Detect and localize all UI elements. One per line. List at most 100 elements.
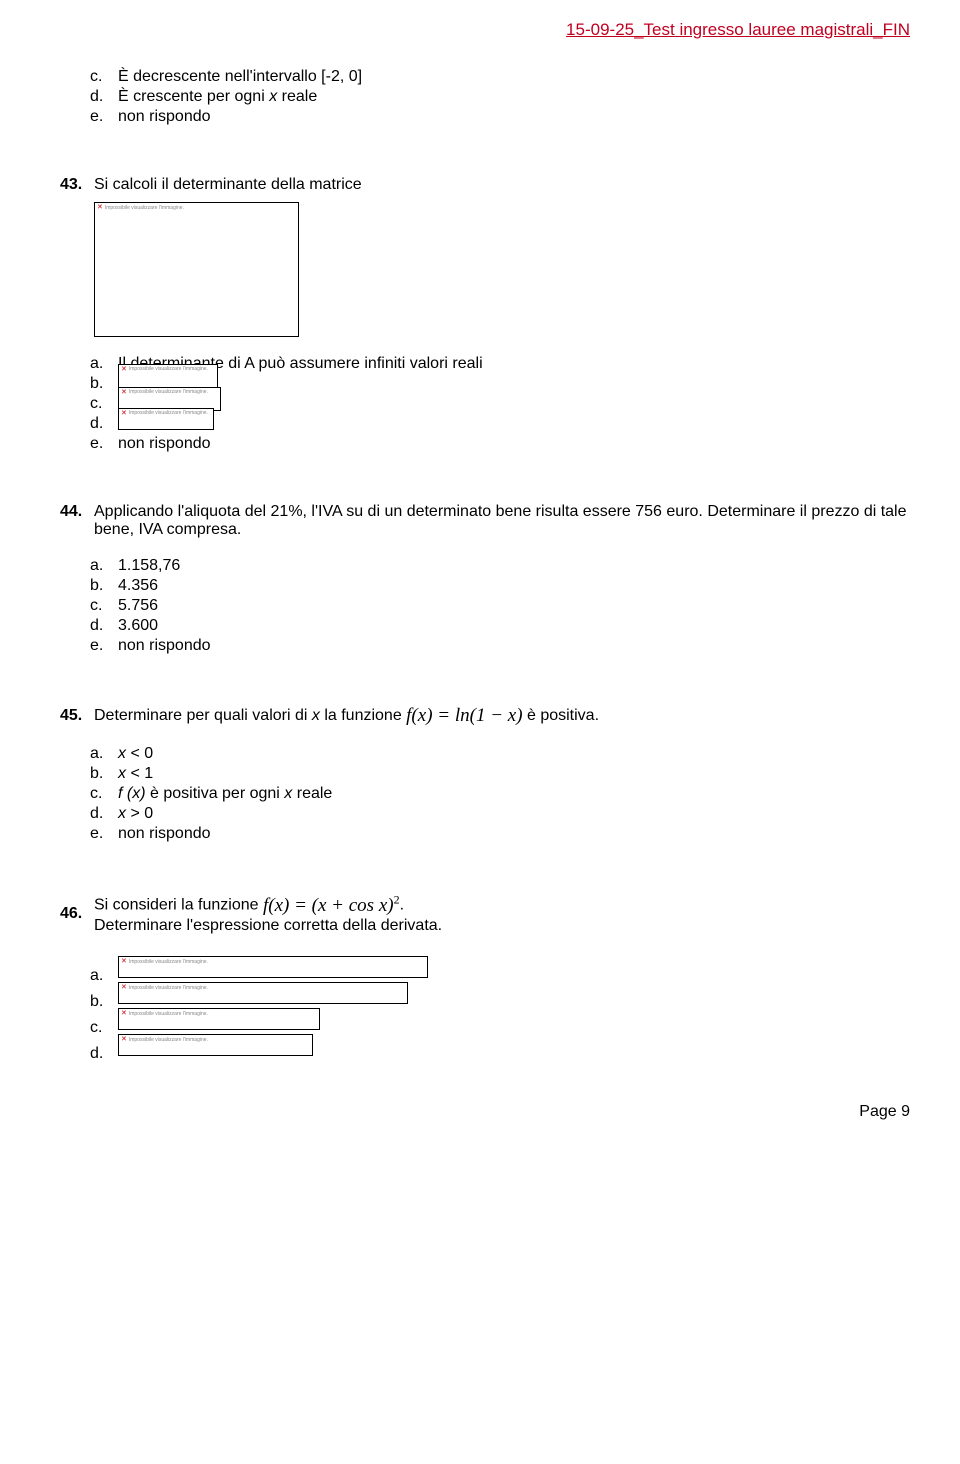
opt-text: x > 0 [118, 805, 910, 823]
var: x [118, 765, 126, 782]
q46-formula: f(x) = (x + cos x)2 [263, 895, 400, 916]
q46-formula-base: f(x) = (x + cos x) [263, 895, 394, 916]
q45-formula: f(x) = ln(1 − x) [406, 705, 522, 726]
opt-text: non rispondo [118, 825, 910, 843]
q46-post: . [400, 896, 404, 913]
opt-letter: b. [90, 993, 118, 1011]
x-icon: ✕ [121, 366, 127, 373]
q44-options: a. 1.158,76 b. 4.356 c. 5.756 d. 3.600 e… [90, 557, 910, 655]
opt-letter: b. [90, 375, 118, 393]
opt-letter: b. [90, 765, 118, 783]
opt-letter: b. [90, 577, 118, 595]
x-icon: ✕ [121, 389, 127, 396]
q-text: Determinare per quali valori di x la fun… [94, 705, 910, 727]
q44: 44. Applicando l'aliquota del 21%, l'IVA… [60, 503, 910, 655]
q-num: 44. [60, 503, 94, 521]
opt-letter: d. [90, 88, 118, 106]
opt-letter: e. [90, 435, 118, 453]
opt-a: a. x < 0 [90, 745, 910, 763]
opt-text: ✕Impossibile visualizzare l'immagine. [118, 375, 910, 393]
opt-text: x < 1 [118, 765, 910, 783]
opt-letter: d. [90, 415, 118, 433]
q45-pre: Determinare per quali valori di [94, 707, 312, 724]
opt-text: non rispondo [118, 435, 910, 453]
opt-text: ✕Impossibile visualizzare l'immagine. [118, 1045, 910, 1063]
opt-e: e. non rispondo [90, 435, 910, 453]
q45-var: x [312, 707, 320, 724]
c-mid: è positiva per ogni [146, 785, 285, 802]
opt-d: d. 3.600 [90, 617, 910, 635]
q-text: Si consideri la funzione f(x) = (x + cos… [94, 893, 910, 935]
q46-opt-d-image-placeholder: ✕Impossibile visualizzare l'immagine. [118, 1034, 313, 1056]
q45: 45. Determinare per quali valori di x la… [60, 705, 910, 843]
q-num: 45. [60, 707, 94, 725]
q46: 46. Si consideri la funzione f(x) = (x +… [60, 893, 910, 1063]
opt-letter: e. [90, 825, 118, 843]
opt-letter: a. [90, 557, 118, 575]
opt-text: non rispondo [118, 108, 910, 126]
opt-letter: d. [90, 617, 118, 635]
q-text: Applicando l'aliquota del 21%, l'IVA su … [94, 503, 910, 539]
q46-stem: 46. Si consideri la funzione f(x) = (x +… [60, 893, 910, 935]
x-icon: ✕ [97, 204, 103, 211]
opt-text: 3.600 [118, 617, 910, 635]
q43-stem: 43. Si calcoli il determinante della mat… [60, 176, 910, 194]
img-missing-text: Impossibile visualizzare l'immagine. [105, 205, 184, 211]
opt-e: e. non rispondo [90, 825, 910, 843]
rest: < 0 [126, 745, 153, 762]
opt-text: È crescente per ogni x reale [118, 88, 910, 106]
opt-c: c. È decrescente nell'intervallo [-2, 0] [90, 68, 910, 86]
c-pre: f (x) [118, 785, 146, 802]
opt-d: d. ✕Impossibile visualizzare l'immagine. [90, 415, 910, 433]
opt-letter: a. [90, 967, 118, 985]
opt-text: 4.356 [118, 577, 910, 595]
opt-d: d. ✕Impossibile visualizzare l'immagine. [90, 1045, 910, 1063]
c-post: reale [292, 785, 332, 802]
q43-matrix-image-placeholder: ✕Impossibile visualizzare l'immagine. [94, 202, 299, 337]
opt-letter: c. [90, 785, 118, 803]
opt-c: c. f (x) è positiva per ogni x reale [90, 785, 910, 803]
opt-d-pre: È crescente per ogni [118, 88, 269, 105]
img-missing-label: ✕Impossibile visualizzare l'immagine. [121, 366, 208, 373]
opt-letter: c. [90, 395, 118, 413]
img-missing-label: ✕Impossibile visualizzare l'immagine. [121, 389, 208, 396]
x-icon: ✕ [121, 984, 127, 991]
img-missing-label: ✕Impossibile visualizzare l'immagine. [121, 984, 208, 991]
q43-options: a. Il determinante di A può assumere inf… [90, 355, 910, 453]
page-header: 15-09-25_Test ingresso lauree magistrali… [60, 20, 910, 40]
q42-options-continued: c. È decrescente nell'intervallo [-2, 0]… [90, 68, 910, 126]
img-missing-label: ✕Impossibile visualizzare l'immagine. [97, 204, 184, 211]
opt-letter: a. [90, 355, 118, 373]
q46-pre: Si consideri la funzione [94, 896, 263, 913]
q45-stem: 45. Determinare per quali valori di x la… [60, 705, 910, 727]
opt-letter: d. [90, 805, 118, 823]
img-missing-text: Impossibile visualizzare l'immagine. [129, 366, 208, 372]
opt-text: È decrescente nell'intervallo [-2, 0] [118, 68, 910, 86]
img-missing-label: ✕Impossibile visualizzare l'immagine. [121, 1036, 208, 1043]
opt-text: x < 0 [118, 745, 910, 763]
x-icon: ✕ [121, 410, 127, 417]
opt-letter: e. [90, 108, 118, 126]
opt-letter: a. [90, 745, 118, 763]
opt-e: e. non rispondo [90, 108, 910, 126]
img-missing-label: ✕Impossibile visualizzare l'immagine. [121, 1010, 208, 1017]
opt-text: ✕Impossibile visualizzare l'immagine. [118, 395, 910, 413]
opt-letter: c. [90, 1019, 118, 1037]
rest: < 1 [126, 765, 153, 782]
opt-letter: e. [90, 637, 118, 655]
q-num: 46. [60, 905, 94, 923]
img-missing-label: ✕Impossibile visualizzare l'immagine. [121, 958, 208, 965]
opt-d-post: reale [277, 88, 317, 105]
img-missing-text: Impossibile visualizzare l'immagine. [129, 389, 208, 395]
opt-d: d. x > 0 [90, 805, 910, 823]
opt-text: non rispondo [118, 637, 910, 655]
opt-text: Il determinante di A può assumere infini… [118, 355, 910, 373]
q45-options: a. x < 0 b. x < 1 c. f (x) è positiva pe… [90, 745, 910, 843]
img-missing-text: Impossibile visualizzare l'immagine. [129, 985, 208, 991]
q46-options: a. ✕Impossibile visualizzare l'immagine.… [90, 967, 910, 1063]
q43: 43. Si calcoli il determinante della mat… [60, 176, 910, 453]
img-missing-text: Impossibile visualizzare l'immagine. [129, 1011, 208, 1017]
x-icon: ✕ [121, 958, 127, 965]
img-missing-label: ✕Impossibile visualizzare l'immagine. [121, 410, 208, 417]
q45-mid: la funzione [320, 707, 406, 724]
